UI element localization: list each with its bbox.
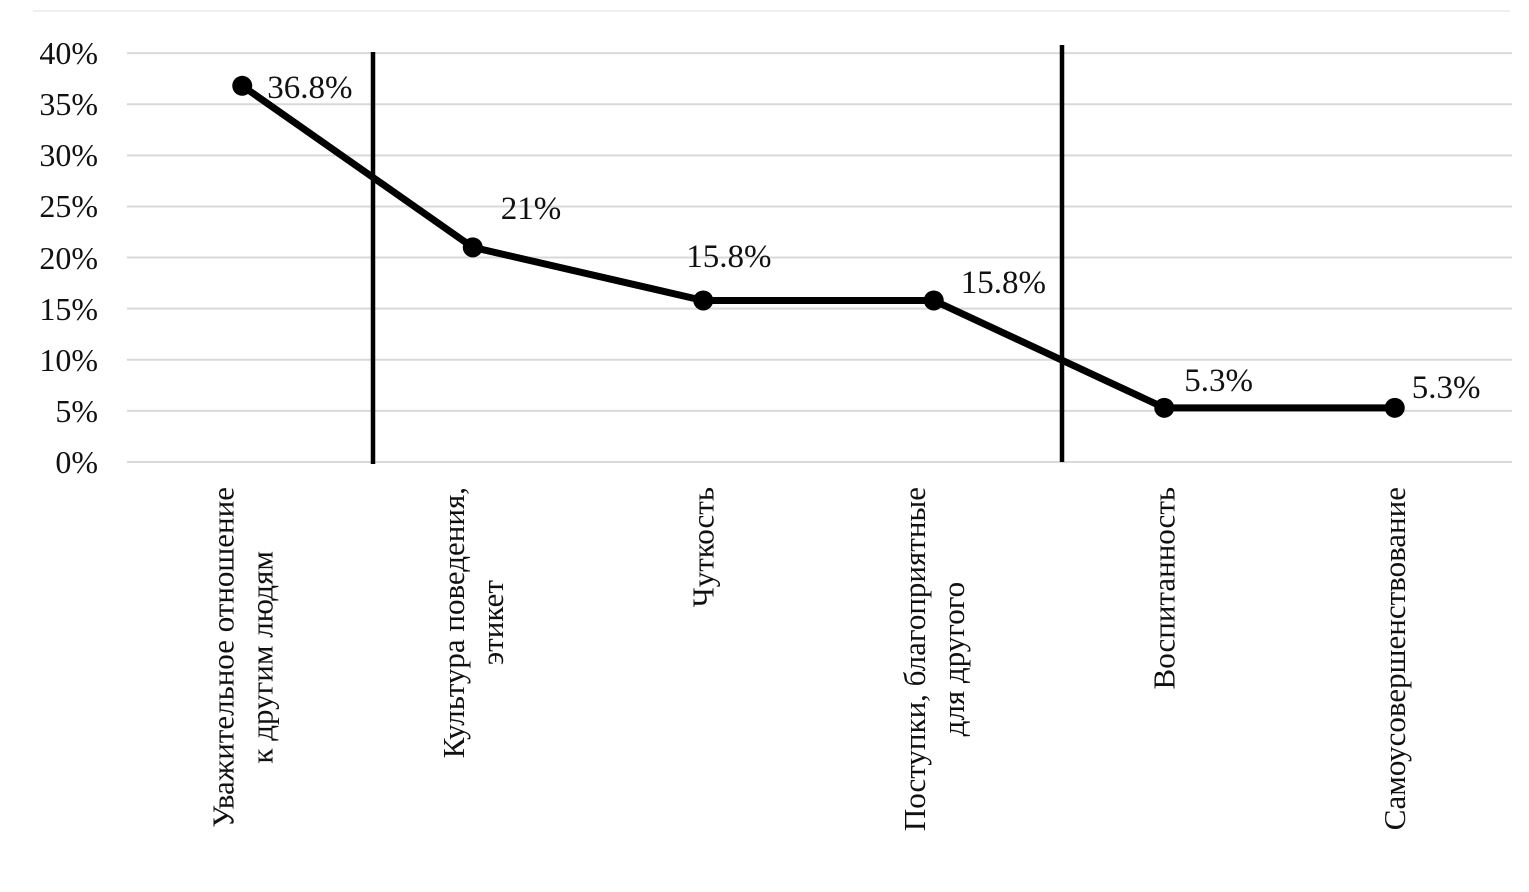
category-label-line: Уважительное отношение — [205, 487, 241, 828]
category-label: Уважительное отношение к другим людям — [203, 487, 281, 828]
y-axis-tick-label: 5% — [55, 392, 98, 429]
category-label: Воспитанность — [1145, 487, 1184, 689]
category-label: Поступки, благоприятные для другого — [895, 487, 973, 831]
category-label-line: к другим людям — [244, 551, 280, 764]
y-axis-tick-label: 15% — [39, 290, 98, 327]
category-label-line: Чуткость — [685, 487, 721, 608]
category-label-line: Воспитанность — [1146, 487, 1182, 690]
category-label-line: Самоусовершенствование — [1377, 487, 1413, 831]
category-label-line: этикет — [474, 580, 510, 666]
data-point — [693, 290, 714, 311]
data-point — [1384, 397, 1405, 418]
data-point-label: 15.8% — [960, 265, 1046, 302]
category-label-line: Поступки, благоприятные — [896, 487, 932, 832]
category-label-line: для другого — [935, 581, 971, 737]
data-point-label: 5.3% — [1184, 362, 1253, 399]
data-point-label: 5.3% — [1411, 369, 1481, 406]
data-point — [462, 237, 483, 258]
y-axis-tick-label: 0% — [55, 444, 98, 480]
y-axis-tick-label: 40% — [39, 35, 98, 72]
top-border-artifact — [33, 10, 1510, 12]
series-line — [240, 82, 1395, 412]
category-label: Чуткость — [684, 487, 723, 607]
category-label-line: Культура поведения, — [435, 487, 471, 759]
data-point — [1154, 397, 1175, 418]
category-label: Культура поведения, этикет — [434, 487, 512, 758]
y-axis-tick-label: 35% — [39, 86, 98, 123]
y-axis-tick-label: 20% — [39, 239, 98, 276]
data-point-label: 21% — [500, 191, 562, 228]
y-axis-tick-label: 25% — [39, 188, 98, 225]
data-point — [232, 75, 253, 96]
y-axis-tick-label: 10% — [39, 341, 98, 378]
data-point-label: 36.8% — [267, 69, 353, 106]
category-label: Самоусовершенствование — [1375, 487, 1414, 830]
y-axis-tick-label: 30% — [39, 137, 98, 174]
data-point — [923, 290, 944, 311]
data-point-label: 15.8% — [686, 239, 772, 276]
